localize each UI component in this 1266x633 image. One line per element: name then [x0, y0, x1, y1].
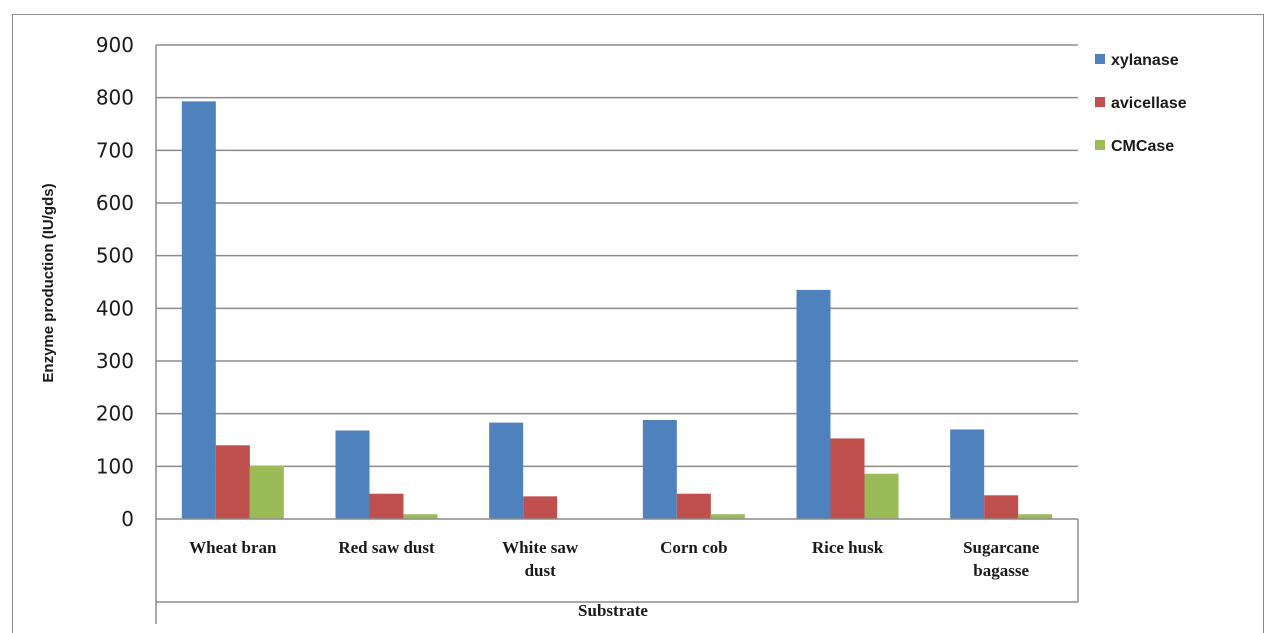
x-category-label: bagasse	[973, 561, 1029, 580]
x-category-label: Sugarcane	[963, 538, 1040, 557]
bar-avicellase-0	[215, 445, 250, 519]
y-tick-label: 800	[96, 86, 134, 110]
bar-cmcase-4	[864, 473, 899, 519]
legend-swatch-avicellase	[1095, 97, 1105, 107]
x-axis-title: Substrate	[578, 601, 648, 620]
bar-xylanase-4	[796, 289, 831, 519]
gridlines	[156, 44, 1078, 468]
y-tick-label: 400	[96, 296, 134, 320]
bar-avicellase-4	[830, 438, 865, 519]
legend-label-avicellase: avicellase	[1111, 95, 1187, 112]
bar-xylanase-2	[489, 422, 524, 519]
bar-avicellase-1	[369, 493, 404, 519]
bar-avicellase-5	[984, 495, 1019, 519]
bar-avicellase-2	[523, 496, 558, 519]
bar-xylanase-0	[181, 101, 216, 519]
bar-xylanase-3	[642, 419, 677, 519]
y-tick-label: 700	[96, 138, 134, 162]
y-tick-label: 600	[96, 191, 134, 215]
legend-label-cmcase: CMCase	[1111, 138, 1174, 155]
chart-frame	[12, 14, 1264, 633]
bar-xylanase-5	[950, 429, 985, 519]
x-category-label: Corn cob	[660, 538, 728, 557]
bar-cmcase-5	[1018, 514, 1053, 519]
legend-swatch-xylanase	[1095, 54, 1105, 64]
bar-xylanase-1	[335, 430, 370, 519]
axes	[155, 45, 1079, 624]
legend-swatch-cmcase	[1095, 140, 1105, 150]
legend-label-xylanase: xylanase	[1111, 52, 1179, 69]
bar-cmcase-1	[403, 514, 438, 519]
x-category-label: Red saw dust	[338, 538, 435, 557]
y-tick-labels: 0 100 200 300 400 500 600 700 800 900	[96, 33, 134, 531]
y-tick-label: 200	[96, 402, 134, 426]
x-category-label: White saw	[502, 538, 579, 557]
y-tick-label: 900	[96, 33, 134, 57]
x-category-label: Wheat bran	[189, 538, 277, 557]
bar-cmcase-0	[249, 465, 284, 519]
x-category-label: dust	[525, 561, 557, 580]
bar-avicellase-3	[676, 493, 711, 519]
y-tick-label: 100	[96, 454, 134, 478]
x-category-label: Rice husk	[812, 538, 884, 557]
x-category-labels: Wheat bran Red saw dust White saw dust Corn …	[189, 538, 1040, 580]
bar-cmcase-3	[710, 514, 745, 519]
y-tick-label: 300	[96, 349, 134, 373]
y-axis-title: Enzyme production (IU/gds)	[40, 183, 57, 382]
y-tick-label: 500	[96, 244, 134, 268]
legend: xylanase avicellase CMCase	[1095, 52, 1187, 155]
y-tick-label: 0	[121, 507, 134, 531]
bars	[181, 101, 1053, 519]
